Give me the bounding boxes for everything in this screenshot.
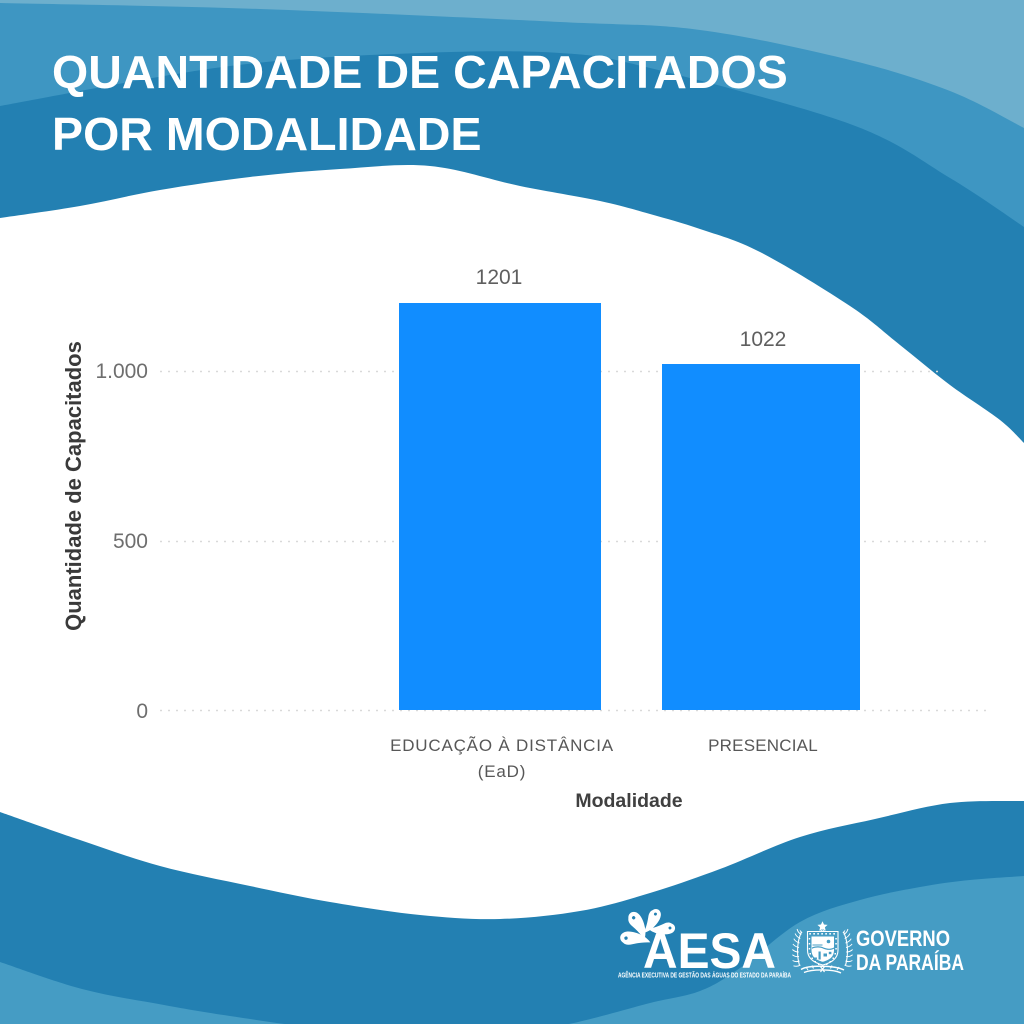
svg-text:AGÊNCIA EXECUTIVA DE GESTÃO DA: AGÊNCIA EXECUTIVA DE GESTÃO DAS ÁGUAS DO… (618, 971, 791, 980)
svg-text:DA PARAÍBA: DA PARAÍBA (856, 950, 964, 975)
svg-text:GOVERNO: GOVERNO (856, 926, 950, 951)
